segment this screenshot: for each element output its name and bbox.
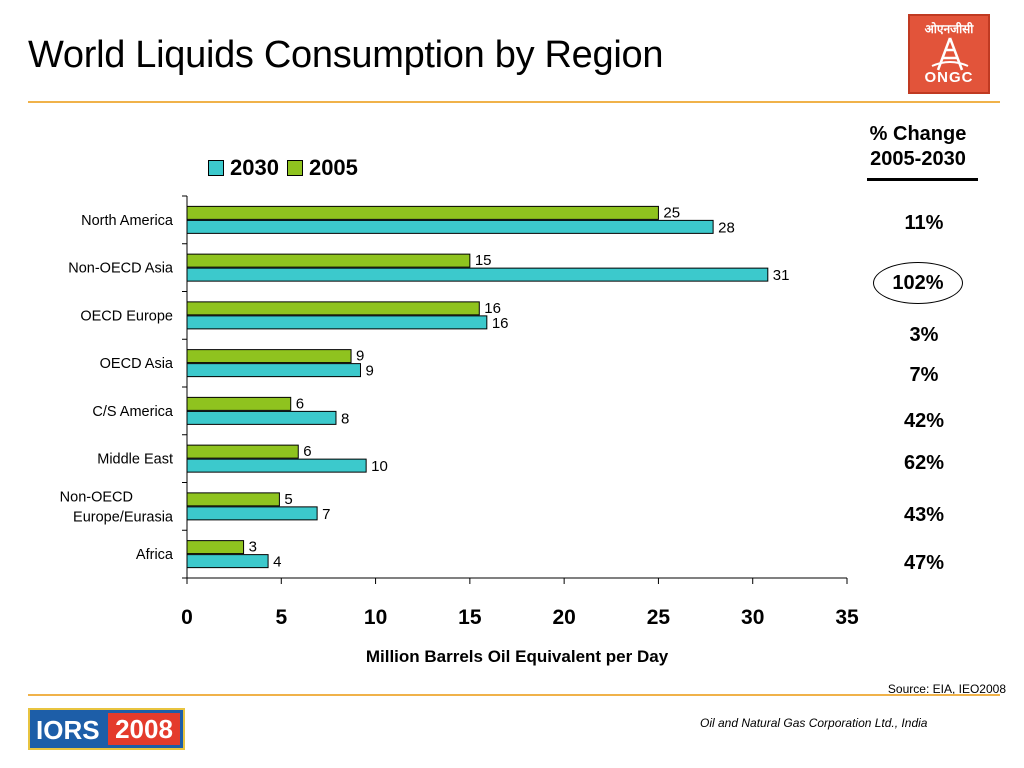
data-label-2005-oecd-europe: 16 <box>484 300 501 317</box>
bar-2030-oecd-asia <box>186 363 361 378</box>
bar-2030-middle-east <box>186 458 367 473</box>
legend-label-2005: 2005 <box>308 155 358 180</box>
bar-2005-oecd-asia <box>186 349 352 364</box>
data-label-2005-non-oecd-asia: 15 <box>475 252 492 269</box>
x-tick-label: 0 <box>181 606 193 629</box>
bar-2030-c-s-america <box>186 410 337 425</box>
footer-divider <box>28 694 1000 696</box>
pct-change-value: 11% <box>904 212 944 234</box>
pct-change-value: 42% <box>903 410 945 432</box>
data-label-2005-north-america: 25 <box>663 204 680 221</box>
data-label-2030-c-s-america: 8 <box>341 410 349 427</box>
chart-legend: 2030 2005 <box>208 155 358 181</box>
bar-2005-middle-east <box>186 444 299 459</box>
data-label-2030-non-oecd-asia: 31 <box>773 267 790 284</box>
category-label-non-oecd-asia: Non-OECD Asia <box>68 261 174 277</box>
legend-item-2005: 2005 <box>286 155 358 181</box>
legend-swatch-2030 <box>208 160 224 176</box>
pct-change-header-line1: % Change <box>869 123 967 145</box>
data-label-2030-non-oecd-europe-eurasia: 7 <box>322 506 330 523</box>
data-label-2030-africa: 4 <box>273 554 281 571</box>
header-divider <box>28 101 1000 103</box>
legend-swatch-2005 <box>286 160 303 176</box>
bar-2030-africa <box>186 554 269 569</box>
data-label-2005-africa: 3 <box>249 539 257 556</box>
data-label-2030-oecd-asia: 9 <box>365 363 373 380</box>
data-label-2005-oecd-asia: 9 <box>356 348 364 365</box>
category-label-africa: Africa <box>136 547 174 563</box>
pct-change-underline <box>867 178 978 181</box>
bar-2030-non-oecd-asia <box>186 267 769 282</box>
iors-logo-year: 2008 <box>108 713 180 745</box>
bar-2030-north-america <box>186 219 714 234</box>
legend-label-2030: 2030 <box>230 155 279 180</box>
bar-2005-non-oecd-asia <box>186 253 471 268</box>
bar-2005-non-oecd-europe-eurasia <box>186 492 280 507</box>
logo-hindi-text: ओएनजीसी <box>924 22 974 36</box>
x-tick-label: 10 <box>364 606 387 629</box>
x-tick-label: 20 <box>552 606 575 629</box>
data-label-2005-middle-east: 6 <box>303 443 311 460</box>
category-label-oecd-asia: OECD Asia <box>100 356 174 372</box>
bar-2030-oecd-europe <box>186 315 488 330</box>
bar-2005-oecd-europe <box>186 301 480 316</box>
bar-2005-c-s-america <box>186 396 292 411</box>
iors-2008-logo: IORS 2008 <box>28 708 185 750</box>
iors-logo-text: IORS <box>36 715 100 745</box>
legend-item-2030: 2030 <box>208 155 279 181</box>
category-label-oecd-europe: OECD Europe <box>80 308 173 324</box>
x-tick-label: 25 <box>647 606 671 629</box>
data-label-2030-north-america: 28 <box>718 219 735 236</box>
pct-change-value: 7% <box>909 364 939 386</box>
pct-change-header: % Change 2005-2030 <box>858 122 978 172</box>
pct-change-value: 3% <box>909 324 939 346</box>
data-label-2005-non-oecd-europe-eurasia: 5 <box>284 491 292 508</box>
category-label-middle-east: Middle East <box>97 452 173 468</box>
bar-2030-non-oecd-europe-eurasia <box>186 506 318 521</box>
footer-credit: Oil and Natural Gas Corporation Ltd., In… <box>700 716 928 730</box>
x-axis-title: Million Barrels Oil Equivalent per Day <box>366 647 669 666</box>
pct-change-value: 47% <box>903 552 945 574</box>
category-label-c-s-america: C/S America <box>92 404 174 420</box>
bar-2005-north-america <box>186 205 659 220</box>
data-label-2005-c-s-america: 6 <box>296 395 304 412</box>
oil-derrick-icon <box>931 37 969 71</box>
x-tick-label: 15 <box>458 606 482 629</box>
pct-change-value: 102% <box>873 262 963 304</box>
logo-english-text: ONGC <box>924 69 974 86</box>
x-tick-label: 30 <box>741 606 764 629</box>
category-label-non-oecd-europe-eurasia: Non-OECD Europe/Eurasia <box>60 489 174 525</box>
pct-change-header-line2: 2005-2030 <box>870 148 966 170</box>
category-label-north-america: North America <box>81 213 174 229</box>
x-tick-label: 5 <box>275 606 287 629</box>
pct-change-value: 62% <box>903 452 945 474</box>
data-label-2030-middle-east: 10 <box>371 458 388 475</box>
data-label-2030-oecd-europe: 16 <box>492 315 509 332</box>
x-tick-label: 35 <box>835 606 859 629</box>
ongc-logo: ओएनजीसी ONGC <box>908 14 990 94</box>
source-note: Source: EIA, IEO2008 <box>887 682 1006 696</box>
page-title: World Liquids Consumption by Region <box>28 34 664 76</box>
bar-2005-africa <box>186 540 245 555</box>
pct-change-value: 43% <box>903 504 945 526</box>
